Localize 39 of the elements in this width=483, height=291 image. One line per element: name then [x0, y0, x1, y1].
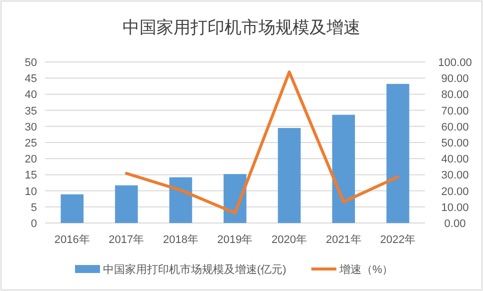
y2-tick-label: 10.00 [441, 202, 469, 214]
y-tick-label: 35 [24, 105, 37, 118]
bar [115, 185, 138, 223]
x-tick-label: 2018年 [162, 234, 198, 246]
y-tick-label: 0 [30, 218, 37, 230]
legend-label: 增速（%） [338, 263, 394, 276]
y2-tick-label: 0.00 [444, 218, 466, 230]
bar [386, 84, 410, 223]
y-tick-label: 40 [24, 89, 37, 102]
x-tick-label: 2016年 [54, 234, 90, 246]
bar [278, 128, 301, 223]
y2-tick-label: 100.00 [438, 57, 472, 69]
bar [169, 177, 192, 223]
x-tick-label: 2021年 [326, 234, 362, 246]
y-tick-label: 10 [24, 186, 37, 198]
y-tick-label: 25 [24, 138, 37, 150]
y-tick-label: 15 [24, 170, 37, 182]
x-tick-label: 2020年 [272, 234, 308, 246]
y-tick-label: 45 [24, 73, 37, 86]
y-tick-label: 30 [24, 121, 37, 134]
y2-tick-label: 70.00 [441, 105, 469, 118]
y2-tick-label: 60.00 [441, 121, 469, 134]
legend-label: 中国家用打印机市场规模及增速(亿元) [103, 263, 286, 276]
y-tick-label: 50 [24, 57, 37, 69]
bar [332, 114, 355, 223]
chart-title: 中国家用打印机市场规模及增速 [122, 18, 360, 37]
y-tick-label: 20 [24, 154, 37, 166]
y2-tick-label: 90.00 [441, 73, 469, 86]
y2-tick-label: 20.00 [441, 186, 469, 198]
y2-tick-label: 40.00 [441, 154, 469, 166]
y2-tick-label: 30.00 [441, 170, 469, 182]
y2-tick-label: 50.00 [441, 138, 469, 150]
x-tick-label: 2017年 [108, 234, 144, 246]
bar [60, 194, 84, 223]
y-tick-label: 5 [30, 202, 37, 214]
y2-tick-label: 80.00 [441, 89, 469, 102]
x-tick-label: 2019年 [217, 234, 253, 246]
x-tick-label: 2022年 [380, 234, 416, 246]
line-series [124, 70, 400, 215]
